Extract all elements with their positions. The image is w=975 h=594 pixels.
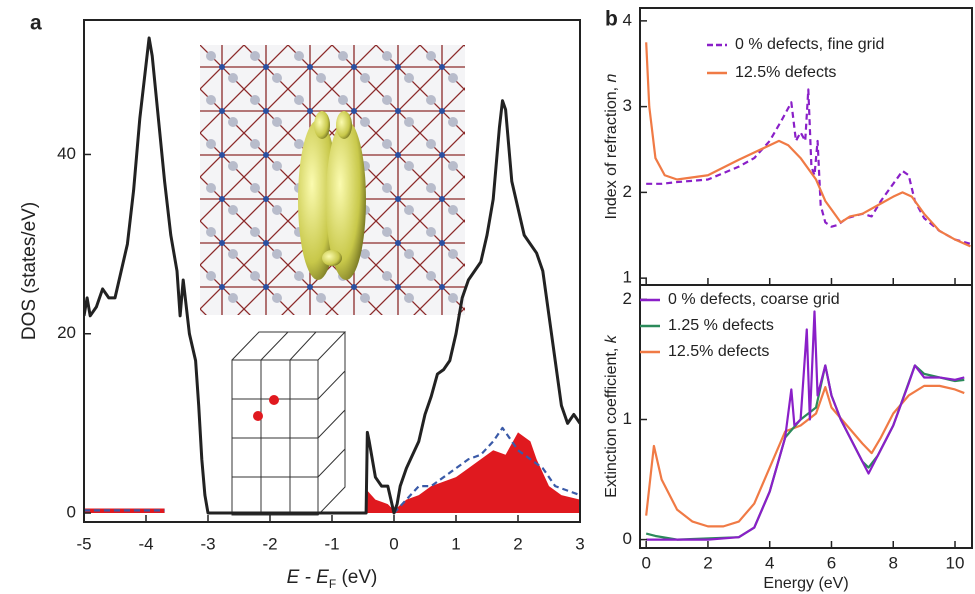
x-axis-label: E - EF (eV) [287, 567, 378, 591]
area [84, 432, 580, 514]
legend-label: 1.25 % defects [668, 317, 774, 334]
y-tick-label: 0 [67, 503, 76, 522]
y-tick-label: 1 [623, 409, 632, 428]
axes-frame [639, 284, 973, 549]
y-axis-label-text: Extinction coefficient, [603, 343, 620, 497]
y-tick-label: 40 [57, 144, 76, 163]
y-tick-label: 2 [623, 289, 632, 308]
line [646, 310, 965, 541]
plot-area [645, 42, 971, 248]
x-tick-label: 2 [513, 534, 522, 553]
y-axis-label: DOS (states/eV) [19, 202, 40, 340]
y-tick-label: 4 [623, 10, 632, 29]
line [84, 426, 580, 514]
x-tick-label: 10 [946, 553, 965, 572]
crystal-inset [200, 45, 465, 315]
y-tick-label: 20 [57, 323, 76, 342]
x-tick-label: -3 [200, 534, 215, 553]
x-label-var: E [287, 567, 300, 588]
panel-label: b [605, 8, 618, 31]
x-tick-label: 0 [389, 534, 398, 553]
x-tick-label: 2 [703, 553, 712, 572]
x-tick-label: 1 [451, 534, 460, 553]
line [646, 88, 971, 245]
y-tick-label: 1 [623, 268, 632, 287]
legend-label: 12.5% defects [735, 64, 836, 81]
plot-area [84, 36, 580, 515]
y-axis-label: Extinction coefficient, k [603, 334, 620, 497]
x-tick-label: 0 [641, 553, 650, 572]
x-tick-label: 6 [827, 553, 836, 572]
line [645, 42, 971, 248]
y-tick-label: 0 [623, 529, 632, 548]
y-axis-label: Index of refraction, n [603, 73, 620, 219]
x-tick-label: 3 [575, 534, 584, 553]
y-tick-label: 3 [623, 96, 632, 115]
x-tick-label: -5 [76, 534, 91, 553]
x-tick-label: 8 [889, 553, 898, 572]
x-label-sub: F [329, 577, 336, 591]
x-axis-label: Energy (eV) [763, 575, 848, 592]
line [645, 384, 965, 528]
x-tick-label: -1 [324, 534, 339, 553]
x-label-var: - E [299, 567, 329, 588]
y-axis-label-var: n [603, 73, 620, 82]
line [84, 36, 580, 515]
legend-label: 0 % defects, fine grid [735, 36, 884, 53]
y-axis-label-var: k [603, 334, 620, 343]
y-axis-label-text: Index of refraction, [603, 82, 620, 219]
x-tick-label: -4 [138, 534, 153, 553]
legend-label: 12.5% defects [668, 343, 769, 360]
panel-label: a [30, 12, 42, 35]
plot-area [645, 310, 965, 541]
x-tick-label: 4 [765, 553, 774, 572]
supercell-sketch [231, 331, 347, 516]
x-tick-label: -2 [262, 534, 277, 553]
legend-label: 0 % defects, coarse grid [668, 291, 840, 308]
y-tick-label: 2 [623, 182, 632, 201]
x-label-unit: (eV) [336, 567, 377, 588]
